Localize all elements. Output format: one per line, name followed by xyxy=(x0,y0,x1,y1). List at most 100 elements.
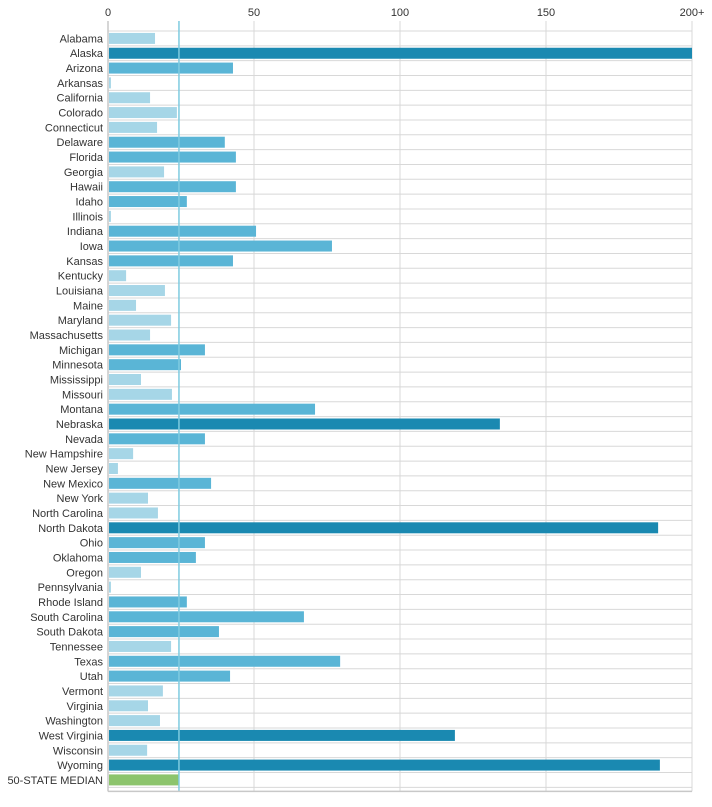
category-label: Arizona xyxy=(66,63,104,75)
bar xyxy=(109,62,233,74)
category-label: Florida xyxy=(69,152,104,164)
bar xyxy=(109,685,163,697)
bar xyxy=(109,359,181,371)
bar xyxy=(109,92,151,104)
bar xyxy=(109,255,233,267)
category-label: Alaska xyxy=(70,48,104,60)
bar xyxy=(109,374,141,386)
bar xyxy=(109,581,111,593)
category-label: Maine xyxy=(73,300,103,312)
x-tick-label: 100 xyxy=(391,7,409,19)
category-label: Delaware xyxy=(57,137,103,149)
bar xyxy=(109,537,205,549)
bar xyxy=(109,670,231,682)
category-label: Kansas xyxy=(66,256,103,268)
bar xyxy=(109,462,118,474)
bar xyxy=(109,477,212,489)
bar xyxy=(109,77,111,89)
bar xyxy=(109,344,205,356)
category-label: Vermont xyxy=(62,686,103,698)
category-label: West Virginia xyxy=(39,730,104,742)
category-label: Massachusetts xyxy=(30,330,104,342)
category-label: Idaho xyxy=(75,197,103,209)
category-label: Texas xyxy=(74,656,103,668)
bar xyxy=(109,655,341,667)
bar xyxy=(109,285,165,297)
category-label: Utah xyxy=(80,671,103,683)
bar xyxy=(109,551,196,563)
bar xyxy=(109,181,236,193)
category-label: Hawaii xyxy=(70,182,103,194)
category-label: Nevada xyxy=(65,434,104,446)
category-label: North Dakota xyxy=(38,523,104,535)
x-tick-label: 150 xyxy=(537,7,555,19)
bar xyxy=(109,329,151,341)
category-label: Pennsylvania xyxy=(38,582,104,594)
bar xyxy=(109,151,236,163)
bar xyxy=(109,566,141,578)
category-label: Minnesota xyxy=(52,360,104,372)
category-label: Wisconsin xyxy=(53,745,103,757)
bar xyxy=(109,210,111,222)
bar xyxy=(109,299,137,311)
bar xyxy=(109,47,692,59)
bar xyxy=(109,225,257,237)
category-label: New Jersey xyxy=(46,463,104,475)
category-label: South Dakota xyxy=(36,627,104,639)
category-label: Louisiana xyxy=(56,286,104,298)
x-tick-label: 0 xyxy=(105,7,111,19)
category-label: Alabama xyxy=(60,33,104,45)
category-label: Washington xyxy=(45,716,103,728)
category-label: Maryland xyxy=(58,315,103,327)
category-label: Colorado xyxy=(58,108,103,120)
bar xyxy=(109,448,134,460)
category-label: Michigan xyxy=(59,345,103,357)
category-label: New Mexico xyxy=(43,478,103,490)
bar xyxy=(109,433,205,445)
category-label: South Carolina xyxy=(30,612,104,624)
median-bar xyxy=(109,774,179,786)
category-label: New York xyxy=(57,493,104,505)
category-label: Georgia xyxy=(64,167,104,179)
bar xyxy=(109,744,148,756)
category-label: California xyxy=(57,93,104,105)
category-label: Arkansas xyxy=(57,78,103,90)
bar xyxy=(109,166,165,178)
bar xyxy=(109,388,172,400)
category-label: Nebraska xyxy=(56,419,104,431)
category-label: North Carolina xyxy=(32,508,104,520)
bar xyxy=(109,270,127,282)
category-label: Montana xyxy=(60,404,104,416)
category-label: Missouri xyxy=(62,389,103,401)
category-label: Connecticut xyxy=(45,122,103,134)
category-label: Kentucky xyxy=(58,271,104,283)
category-label: Illinois xyxy=(72,211,103,223)
category-label: Wyoming xyxy=(57,760,103,772)
bar xyxy=(109,196,187,208)
category-label: Rhode Island xyxy=(38,597,103,609)
category-label: Virginia xyxy=(67,701,104,713)
category-label: Mississippi xyxy=(50,375,103,387)
bar xyxy=(109,32,156,44)
bar xyxy=(109,418,500,430)
bar xyxy=(109,121,158,133)
bar xyxy=(109,611,304,623)
bar xyxy=(109,729,455,741)
category-label: Tennessee xyxy=(50,641,103,653)
bar xyxy=(109,700,149,712)
bar xyxy=(109,403,316,415)
bar xyxy=(109,136,225,148)
bar xyxy=(109,314,172,326)
bar xyxy=(109,715,160,727)
bar xyxy=(109,759,660,771)
bar xyxy=(109,492,149,504)
bar xyxy=(109,640,172,652)
bar xyxy=(109,107,177,119)
category-label: Oregon xyxy=(66,567,103,579)
category-label: Iowa xyxy=(80,241,104,253)
category-label: Ohio xyxy=(80,538,103,550)
bar xyxy=(109,626,219,638)
category-label: Oklahoma xyxy=(53,552,104,564)
x-tick-label: 50 xyxy=(248,7,260,19)
